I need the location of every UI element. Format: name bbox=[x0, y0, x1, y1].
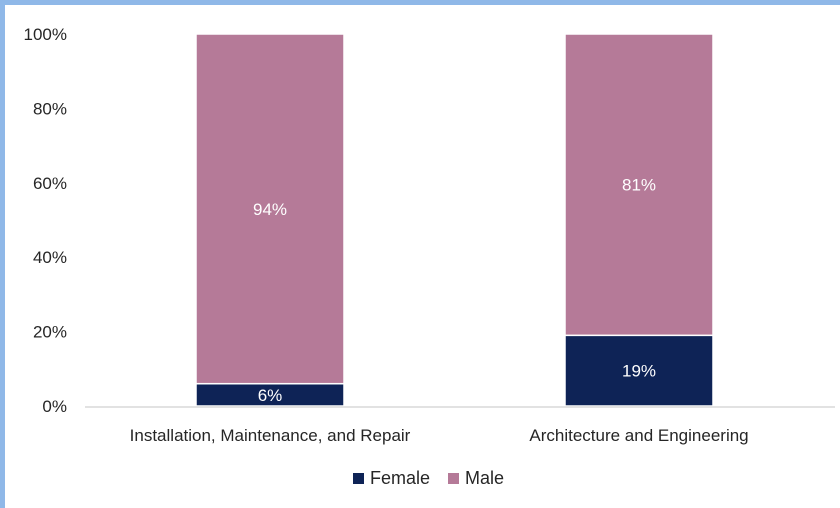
legend-label-male: Male bbox=[465, 468, 504, 488]
y-tick-label: 60% bbox=[33, 174, 67, 193]
bar-segment-male bbox=[564, 33, 714, 337]
stacked-bar-chart: 0% 20% 40% 60% 80% 100% 6% 94% 19% 81% Installat… bbox=[24, 25, 835, 488]
data-label: 6% bbox=[258, 386, 283, 405]
category-label: Architecture and Engineering bbox=[529, 426, 748, 445]
bars: 6% 94% 19% 81% bbox=[195, 33, 714, 407]
y-tick-label: 40% bbox=[33, 248, 67, 267]
y-tick-label: 0% bbox=[42, 397, 67, 416]
category-label: Installation, Maintenance, and Repair bbox=[130, 426, 411, 445]
y-tick-label: 100% bbox=[24, 25, 67, 44]
legend-swatch-male bbox=[448, 473, 459, 484]
bar-segment-male bbox=[195, 33, 345, 385]
y-axis-ticks: 0% 20% 40% 60% 80% 100% bbox=[24, 25, 67, 416]
legend-label-female: Female bbox=[370, 468, 430, 488]
data-label: 19% bbox=[622, 362, 656, 381]
data-label: 81% bbox=[622, 176, 656, 195]
y-tick-label: 20% bbox=[33, 323, 67, 342]
legend-swatch-female bbox=[353, 473, 364, 484]
legend: Female Male bbox=[353, 468, 504, 488]
data-label: 94% bbox=[253, 200, 287, 219]
y-tick-label: 80% bbox=[33, 99, 67, 118]
category-labels: Installation, Maintenance, and Repair Arc… bbox=[130, 426, 749, 445]
